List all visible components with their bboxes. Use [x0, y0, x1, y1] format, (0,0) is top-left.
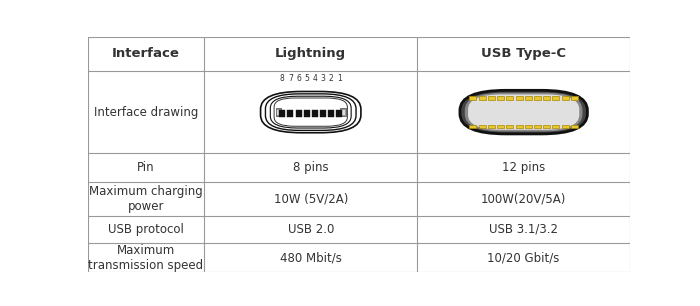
- Bar: [312, 110, 318, 117]
- Bar: [534, 125, 541, 129]
- Bar: [543, 125, 550, 129]
- Text: USB Type-C: USB Type-C: [481, 47, 566, 60]
- FancyBboxPatch shape: [460, 90, 587, 134]
- Text: Maximum
transmission speed: Maximum transmission speed: [88, 244, 204, 272]
- Text: USB protocol: USB protocol: [108, 223, 184, 236]
- Text: 5: 5: [304, 74, 309, 83]
- FancyBboxPatch shape: [260, 91, 361, 133]
- Bar: [515, 96, 523, 100]
- Bar: [506, 125, 513, 129]
- Text: 12 pins: 12 pins: [502, 161, 545, 174]
- Bar: [336, 110, 342, 117]
- FancyBboxPatch shape: [465, 93, 582, 132]
- Bar: [561, 96, 568, 100]
- Bar: [470, 96, 477, 100]
- Text: 10W (5V/2A): 10W (5V/2A): [274, 192, 348, 205]
- Bar: [571, 125, 578, 129]
- Text: Interface drawing: Interface drawing: [94, 106, 198, 119]
- Bar: [552, 125, 559, 129]
- Bar: [276, 109, 281, 115]
- FancyBboxPatch shape: [274, 98, 347, 126]
- Text: USB 2.0: USB 2.0: [288, 223, 334, 236]
- Text: 8: 8: [280, 74, 285, 83]
- Bar: [288, 110, 293, 117]
- FancyBboxPatch shape: [468, 95, 580, 130]
- Text: USB 3.1/3.2: USB 3.1/3.2: [489, 223, 558, 236]
- Bar: [506, 96, 513, 100]
- Bar: [488, 125, 495, 129]
- Bar: [515, 125, 523, 129]
- Text: Interface: Interface: [112, 47, 180, 60]
- Bar: [497, 96, 504, 100]
- Bar: [543, 96, 550, 100]
- Bar: [276, 108, 281, 116]
- Bar: [279, 110, 285, 117]
- Text: 6: 6: [296, 74, 301, 83]
- Bar: [525, 125, 532, 129]
- Bar: [304, 110, 309, 117]
- FancyBboxPatch shape: [270, 96, 351, 128]
- Bar: [552, 96, 559, 100]
- Text: 8 pins: 8 pins: [293, 161, 328, 174]
- Text: Lightning: Lightning: [275, 47, 346, 60]
- Bar: [479, 125, 486, 129]
- Text: Maximum charging
power: Maximum charging power: [89, 185, 203, 213]
- Text: 480 Mbit/s: 480 Mbit/s: [280, 251, 342, 264]
- Text: 2: 2: [329, 74, 333, 83]
- Text: 100W(20V/5A): 100W(20V/5A): [481, 192, 566, 205]
- Text: Pin: Pin: [137, 161, 155, 174]
- Bar: [479, 96, 486, 100]
- Text: 10/20 Gbit/s: 10/20 Gbit/s: [487, 251, 560, 264]
- Bar: [295, 110, 302, 117]
- Text: 1: 1: [337, 74, 342, 83]
- Text: 7: 7: [288, 74, 293, 83]
- Bar: [488, 96, 495, 100]
- Text: 4: 4: [312, 74, 317, 83]
- Bar: [571, 96, 578, 100]
- Bar: [534, 96, 541, 100]
- Bar: [320, 110, 326, 117]
- Bar: [470, 125, 477, 129]
- Bar: [525, 96, 532, 100]
- FancyBboxPatch shape: [265, 94, 356, 130]
- Text: 3: 3: [321, 74, 326, 83]
- Bar: [341, 109, 345, 115]
- Bar: [497, 125, 504, 129]
- Bar: [340, 108, 346, 116]
- Bar: [561, 125, 568, 129]
- Bar: [328, 110, 334, 117]
